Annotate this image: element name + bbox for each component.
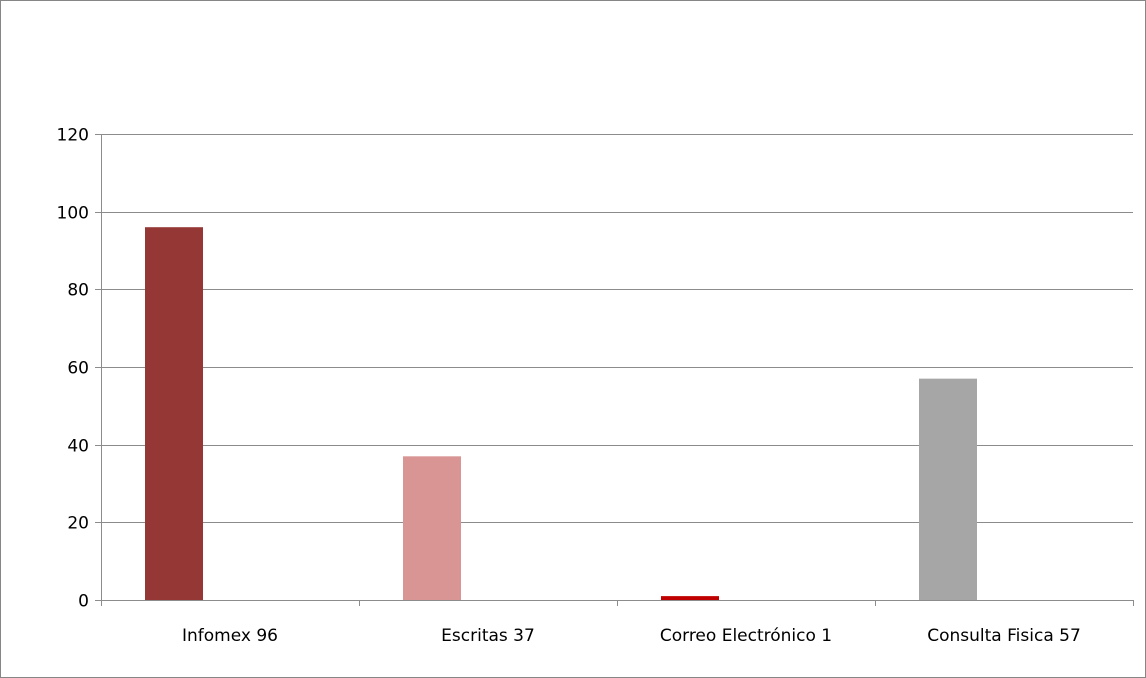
bars — [145, 227, 977, 600]
y-tick-label: 80 — [67, 281, 89, 301]
y-tick-label: 20 — [67, 514, 89, 534]
bar-3 — [661, 596, 719, 600]
y-tick-label: 0 — [78, 592, 89, 612]
x-category-label: Correo Electrónico 1 — [660, 626, 832, 646]
axes — [95, 134, 1134, 606]
y-tick-label: 40 — [67, 437, 89, 457]
bar-1 — [145, 227, 203, 600]
gridlines — [101, 134, 1133, 523]
x-category-labels: Infomex 96 Escritas 37 Correo Electrónico … — [182, 626, 1081, 646]
x-category-label: Infomex 96 — [182, 626, 278, 646]
y-tick-label: 60 — [67, 359, 89, 379]
bar-4 — [919, 378, 977, 600]
x-category-label: Consulta Fisica 57 — [927, 626, 1081, 646]
bar-2 — [403, 456, 461, 600]
y-tick-label: 120 — [57, 126, 89, 146]
x-category-label: Escritas 37 — [441, 626, 535, 646]
y-tick-label: 100 — [57, 204, 89, 224]
y-tick-labels: 0 20 40 60 80 100 120 — [57, 126, 89, 612]
